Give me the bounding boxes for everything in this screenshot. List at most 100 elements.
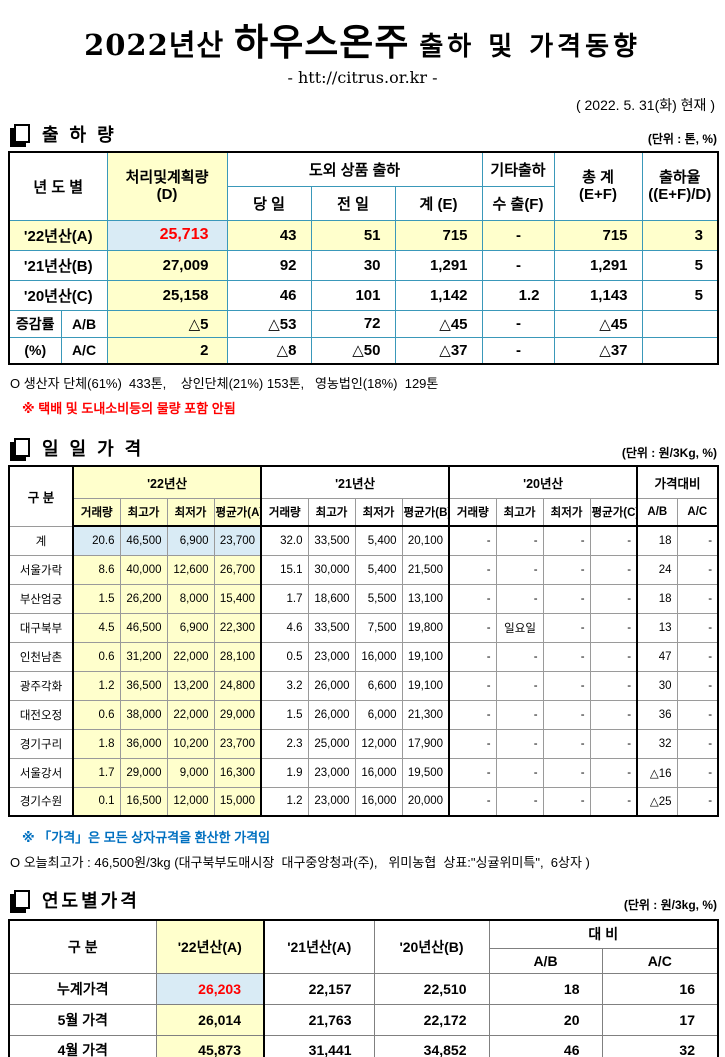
col-group-20: '20년산	[448, 465, 638, 499]
table-cell: -	[448, 641, 497, 672]
table-cell: -	[589, 757, 638, 788]
table-cell: 33,500	[307, 612, 356, 643]
table-cell: 4월 가격	[8, 1034, 157, 1057]
section-square-icon	[14, 437, 30, 457]
col-ac: A/C	[601, 947, 719, 974]
table-cell: 19,100	[401, 641, 450, 672]
table-cell: 30,000	[307, 554, 356, 585]
table-cell: 20,000	[401, 786, 450, 817]
table-cell: 34,852	[373, 1034, 490, 1057]
table-cell: 18	[488, 972, 603, 1005]
yearly-table-header: 구 분 '22년산(A) '21년산(A) '20년산(B) 대 비 A/B A…	[8, 919, 719, 974]
table-cell: -	[589, 612, 638, 643]
table-cell: 광주각화	[8, 670, 74, 701]
col-prev: 전 일	[310, 185, 396, 221]
table-cell: -	[676, 757, 719, 788]
table-cell: 40,000	[119, 554, 168, 585]
table-cell: 0.5	[260, 641, 309, 672]
table-cell: 서울가락	[8, 554, 74, 585]
table-cell: 19,500	[401, 757, 450, 788]
table-cell: 28,100	[213, 641, 262, 672]
table-cell: 22,000	[166, 699, 215, 730]
table-cell: 1,143	[553, 279, 643, 311]
table-cell: 25,000	[307, 728, 356, 759]
section-title-text: 연도별가격	[42, 891, 140, 911]
table-cell: 10,200	[166, 728, 215, 759]
table-cell: -	[589, 670, 638, 701]
table-cell: 33,500	[307, 525, 356, 556]
table-cell: '21년산(B)	[8, 249, 108, 281]
section-square-icon	[14, 889, 30, 909]
table-cell: -	[542, 525, 591, 556]
title-product: 하우스온주	[234, 22, 410, 63]
table-cell: 26,203	[155, 972, 265, 1005]
table-cell: 2	[106, 336, 228, 365]
table-cell: -	[495, 757, 544, 788]
table-cell: -	[481, 249, 555, 281]
table-cell: '20년산(C)	[8, 279, 108, 311]
col-group-ratio: 가격대비	[636, 465, 719, 499]
table-cell: A/B	[60, 309, 108, 338]
table-cell: 26,700	[213, 554, 262, 585]
table-cell: 3.2	[260, 670, 309, 701]
col-ab: A/B	[488, 947, 603, 974]
shipment-table-header: 년 도 별 처리및계획량 (D) 도외 상품 출하 기타출하 총 계 (E+F)…	[8, 151, 719, 221]
col-high: 최고가	[307, 497, 356, 527]
table-cell	[641, 309, 719, 338]
table-cell: 16,500	[119, 786, 168, 817]
table-row: 서울가락 8.6 40,000 12,600 26,700 15.1 30,000 5,400…	[8, 554, 719, 585]
table-cell: 0.1	[72, 786, 121, 817]
table-row: '22년산(A) 25,713 43 51 715-715 3	[8, 219, 719, 251]
table-cell: 24	[636, 554, 678, 585]
table-cell: 26,000	[307, 670, 356, 701]
table-cell: 30	[310, 249, 396, 281]
table-cell: 22,172	[373, 1003, 490, 1036]
table-cell: 26,014	[155, 1003, 265, 1036]
site-url: - htt://citrus.or.kr -	[287, 68, 438, 87]
table-row: 4월 가격 45,873 31,441 34,852 46 32	[8, 1034, 719, 1057]
table-cell: 18,600	[307, 583, 356, 614]
table-cell: △8	[226, 336, 312, 365]
table-cell: 부산엄궁	[8, 583, 74, 614]
col-total-line1: 총 계	[582, 169, 614, 186]
table-cell: 101	[310, 279, 396, 311]
col-avg-c: 평균가(C)	[589, 497, 638, 527]
table-cell: 4.6	[260, 612, 309, 643]
col-year-20: '20년산(B)	[373, 919, 490, 974]
col-total: 총 계 (E+F)	[553, 151, 643, 221]
table-cell: △50	[310, 336, 396, 365]
table-cell: 26,200	[119, 583, 168, 614]
table-cell: 1.9	[260, 757, 309, 788]
table-cell: -	[542, 757, 591, 788]
table-cell: 8,000	[166, 583, 215, 614]
table-cell: -	[448, 525, 497, 556]
table-cell: 21,500	[401, 554, 450, 585]
table-cell: 24,800	[213, 670, 262, 701]
table-cell: 25,713	[106, 219, 228, 251]
table-cell: -	[589, 641, 638, 672]
table-cell: -	[495, 670, 544, 701]
table-cell: 21,300	[401, 699, 450, 730]
col-gubun: 구 분	[8, 919, 157, 974]
table-cell: -	[542, 786, 591, 817]
col-group-outbound: 도외 상품 출하	[226, 151, 483, 187]
table-row: 계 20.6 46,500 6,900 23,700 32.0 33,500 5,400 20,…	[8, 525, 719, 556]
table-cell: 32	[636, 728, 678, 759]
table-cell: 13,200	[166, 670, 215, 701]
table-cell: 경기수원	[8, 786, 74, 817]
table-cell: 1.2	[481, 279, 555, 311]
table-cell: 1.7	[260, 583, 309, 614]
shipment-unit-label: (단위 : 톤, %)	[647, 132, 717, 146]
table-cell: 17,900	[401, 728, 450, 759]
table-row: '20년산(C) 25,158 46 101 1,142 1.2 1,143 5	[8, 279, 719, 311]
daily-table-body: 계 20.6 46,500 6,900 23,700 32.0 33,500 5,400 20,…	[8, 525, 719, 817]
table-cell: 18	[636, 525, 678, 556]
table-cell: A/C	[60, 336, 108, 365]
table-cell: 12,000	[354, 728, 403, 759]
table-cell: △37	[394, 336, 483, 365]
table-cell: 0.6	[72, 699, 121, 730]
table-cell: '22년산(A)	[8, 219, 108, 251]
table-cell: -	[495, 525, 544, 556]
table-cell: 대구북부	[8, 612, 74, 643]
table-cell: 1.2	[72, 670, 121, 701]
